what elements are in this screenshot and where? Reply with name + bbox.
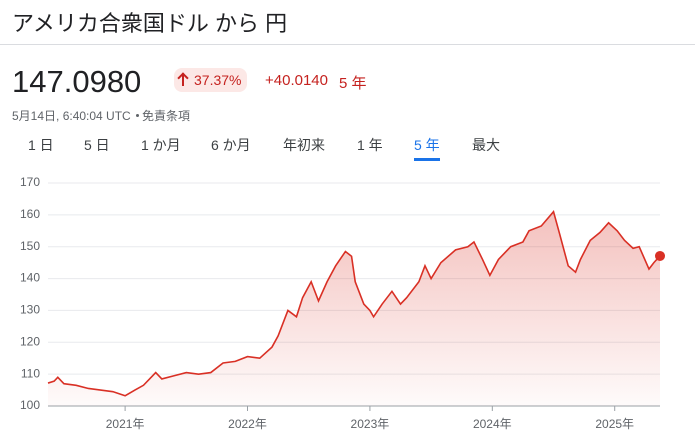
- area: [48, 211, 660, 406]
- tab[interactable]: 最大: [472, 137, 500, 153]
- change-abs: +40.0140: [265, 72, 328, 89]
- y-tick-label: 110: [21, 366, 40, 380]
- page-title: アメリカ合衆国ドル から 円: [12, 11, 288, 36]
- y-tick-label: 140: [20, 271, 40, 285]
- y-tick-label: 130: [20, 303, 40, 317]
- x-tick-label: 2021年: [106, 417, 145, 431]
- separator: [136, 114, 139, 117]
- y-tick-label: 170: [20, 175, 40, 189]
- x-tick-label: 2023年: [351, 417, 390, 431]
- y-tick-label: 150: [20, 239, 40, 253]
- price: 147.0980: [12, 64, 142, 99]
- y-tick-label: 100: [20, 398, 40, 412]
- timestamp: 5月14日, 6:40:04 UTC: [12, 109, 131, 123]
- tab[interactable]: 6 か月: [211, 137, 251, 153]
- change-pct: 37.37%: [174, 68, 248, 92]
- tab[interactable]: 1 か月: [141, 137, 181, 153]
- divider: [0, 44, 695, 45]
- tab[interactable]: 5 年: [414, 135, 440, 161]
- chart: 100 110 120 130 140 150 160 170 2021年 2022年 2023年 2…: [20, 175, 665, 431]
- tab[interactable]: 1 年: [357, 137, 383, 153]
- tab[interactable]: 1 日: [28, 137, 54, 153]
- tab[interactable]: 5 日: [84, 137, 110, 153]
- period: 5 年: [339, 75, 367, 92]
- tab[interactable]: 年初来: [283, 137, 325, 153]
- disclaimer-link[interactable]: 免責条項: [142, 109, 191, 123]
- x-tick-label: 2025年: [595, 417, 634, 431]
- price-line: [47, 210, 661, 397]
- x-tick-label: 2022年: [228, 417, 267, 431]
- x-tick-label: 2024年: [473, 417, 512, 431]
- last-point: [655, 250, 665, 261]
- y-tick-label: 160: [20, 207, 40, 221]
- y-tick-label: 120: [20, 334, 40, 348]
